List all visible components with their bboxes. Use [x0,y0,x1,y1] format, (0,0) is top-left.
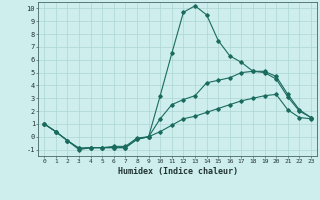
X-axis label: Humidex (Indice chaleur): Humidex (Indice chaleur) [118,167,238,176]
